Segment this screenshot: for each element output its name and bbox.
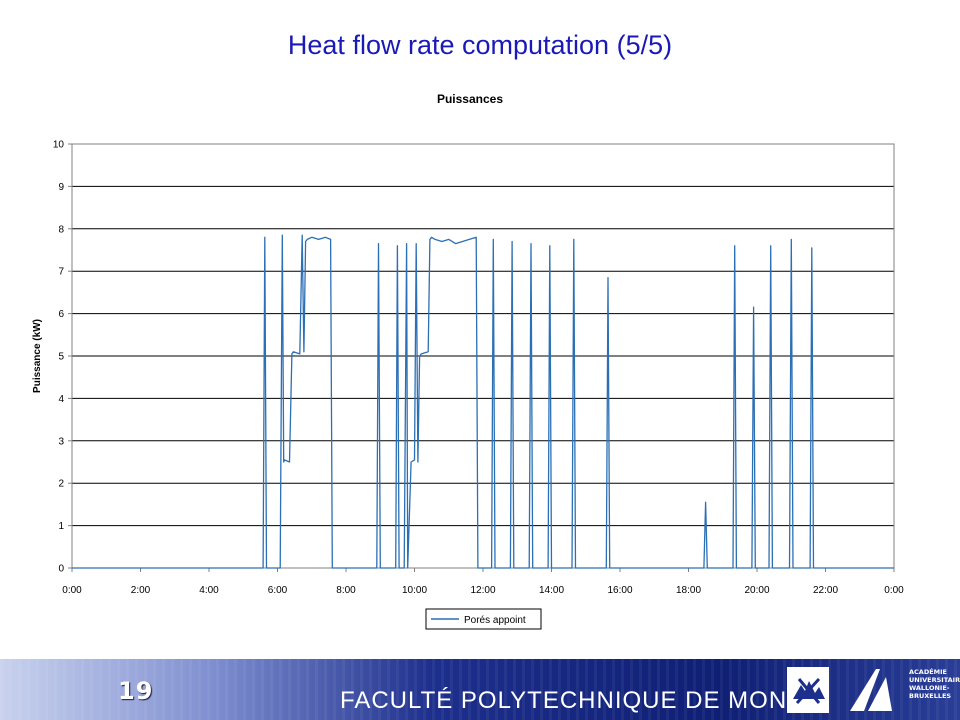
x-tick-label: 10:00 — [402, 585, 427, 596]
academy-line: UNIVERSITAIRE — [909, 676, 960, 684]
x-tick-label: 14:00 — [539, 585, 564, 596]
y-tick-label: 1 — [58, 521, 64, 532]
y-tick-label: 7 — [58, 267, 64, 278]
y-axis: 0 1 2 3 4 5 6 7 8 9 10 — [53, 140, 72, 575]
legend: Porés appoint — [425, 608, 542, 630]
academy-line: WALLONIE- — [909, 684, 950, 692]
faculty-name: FACULTÉ POLYTECHNIQUE DE MONS — [340, 687, 805, 714]
gridlines — [72, 185, 894, 527]
x-tick-label: 2:00 — [131, 585, 151, 596]
x-axis: 0:00 2:00 4:00 6:00 8:00 10:00 12:00 14:00 16:00… — [62, 568, 904, 596]
chart-title: Puissances — [437, 92, 503, 106]
footer-banner: 19 FACULTÉ POLYTECHNIQUE DE MONS ACADÉMI… — [0, 659, 960, 720]
x-tick-label: 8:00 — [336, 585, 356, 596]
y-tick-label: 3 — [58, 436, 64, 447]
x-tick-label: 12:00 — [470, 585, 495, 596]
series-line-pores-appoint — [72, 234, 894, 569]
legend-label: Porés appoint — [464, 615, 526, 626]
academy-line: BRUXELLES — [909, 692, 952, 700]
x-tick-label: 0:00 — [884, 585, 904, 596]
academy-logo-icon — [850, 669, 892, 711]
page-number: 19 — [118, 677, 154, 705]
y-axis-label: Puissance (kW) — [32, 319, 43, 393]
x-tick-label: 6:00 — [268, 585, 288, 596]
fpms-logo-icon — [787, 667, 829, 713]
x-tick-label: 4:00 — [199, 585, 219, 596]
power-chart: Puissances 0 1 2 3 4 5 6 7 8 9 10 0:00 2:00 4:00 6:00… — [32, 92, 904, 630]
y-tick-label: 6 — [58, 309, 64, 320]
slide-title: Heat flow rate computation (5/5) — [287, 30, 673, 60]
x-tick-label: 18:00 — [676, 585, 701, 596]
y-tick-label: 8 — [58, 224, 64, 235]
y-tick-label: 2 — [58, 479, 64, 490]
y-tick-label: 4 — [58, 394, 64, 405]
academy-label: ACADÉMIE UNIVERSITAIRE WALLONIE- BRUXELL… — [909, 668, 960, 700]
x-tick-label: 22:00 — [813, 585, 838, 596]
y-tick-label: 9 — [58, 182, 64, 193]
y-tick-label: 0 — [58, 564, 64, 575]
y-tick-label: 10 — [53, 140, 65, 151]
x-tick-label: 20:00 — [744, 585, 769, 596]
x-tick-label: 0:00 — [62, 585, 82, 596]
y-tick-label: 5 — [58, 352, 64, 363]
academy-line: ACADÉMIE — [909, 668, 947, 676]
x-tick-label: 16:00 — [607, 585, 632, 596]
